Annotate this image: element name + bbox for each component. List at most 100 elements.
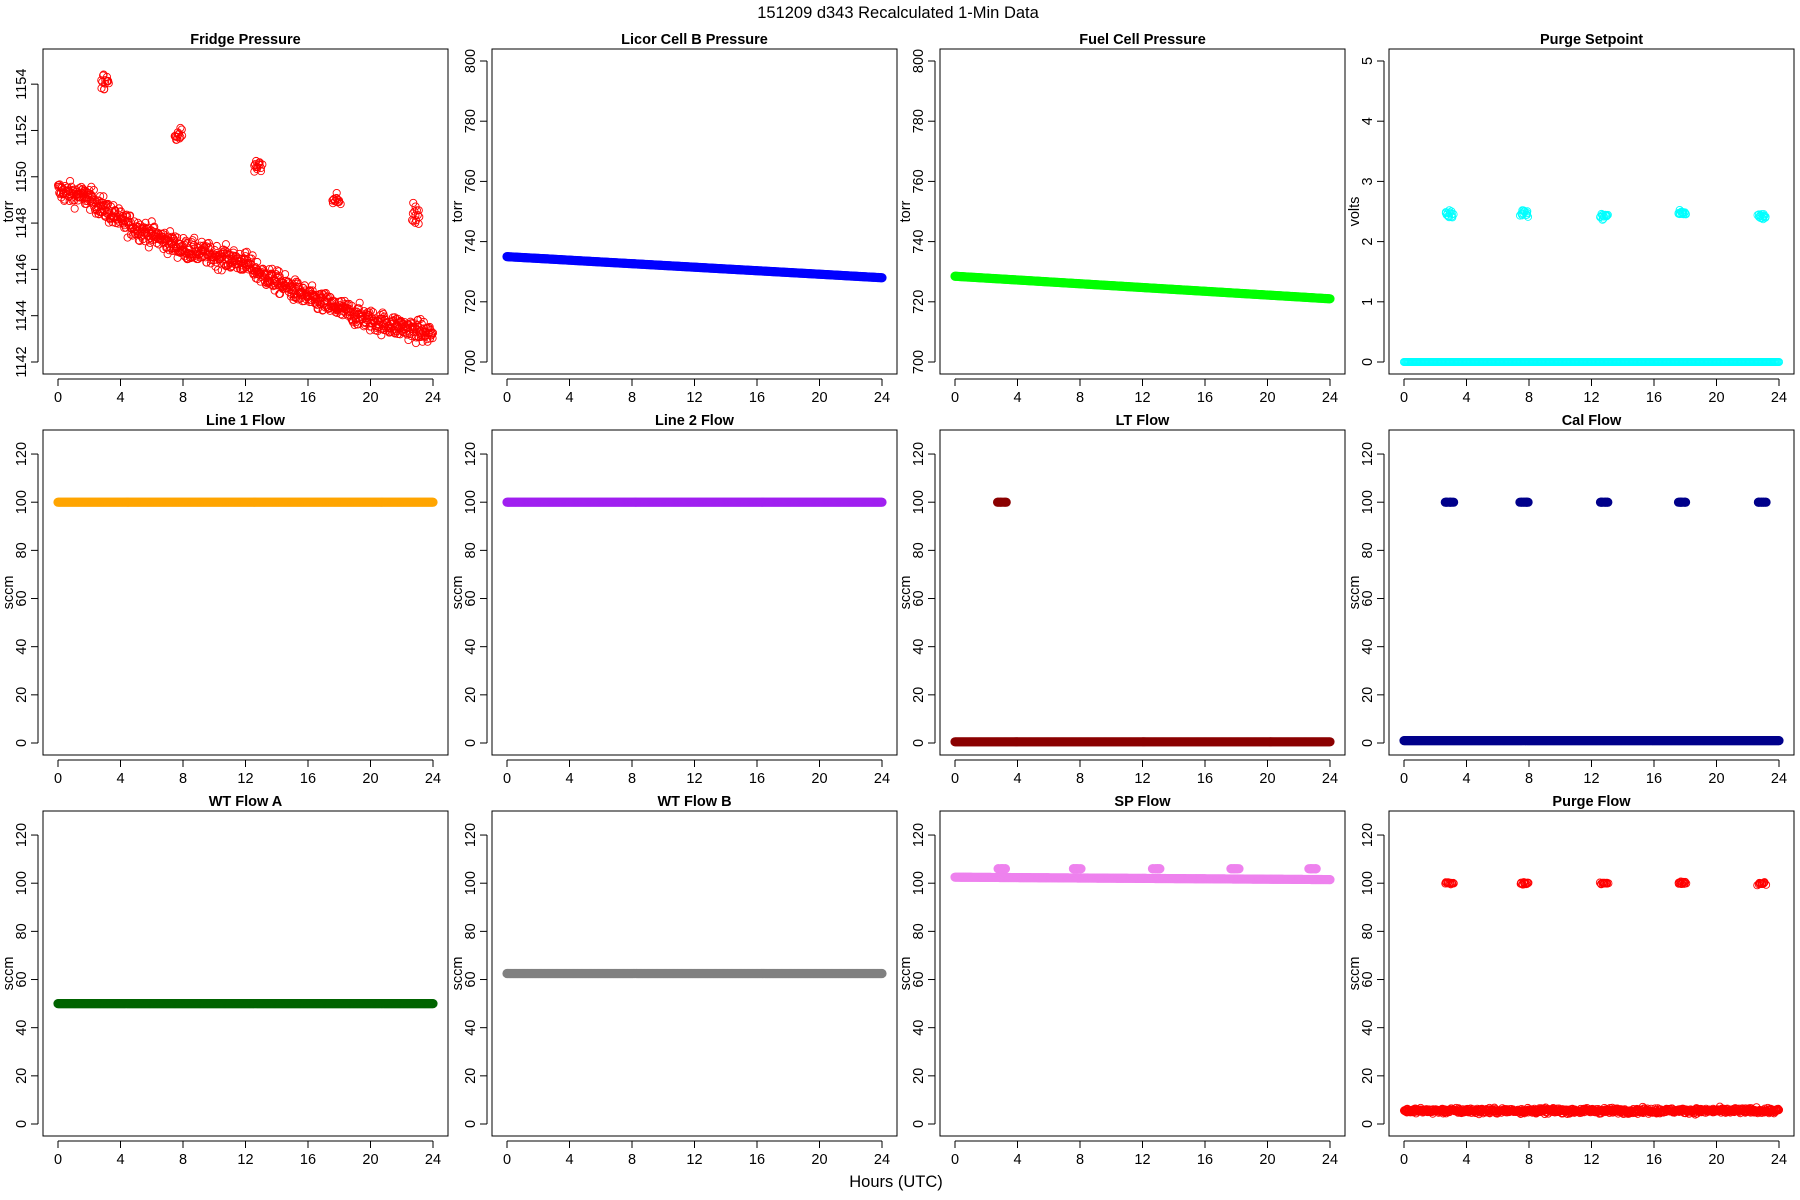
x-tick-label: 16 [749, 1152, 765, 1168]
y-tick-label: 1148 [14, 207, 30, 238]
x-tick-label: 16 [1197, 771, 1213, 787]
y-tick-label: 100 [911, 490, 927, 514]
data-point [126, 211, 135, 220]
data-points-line-2-flow [502, 497, 887, 507]
y-tick-label: 1146 [14, 254, 30, 285]
x-tick-label: 12 [686, 390, 702, 406]
y-tick-label: 0 [1360, 739, 1376, 747]
data-point [428, 497, 438, 507]
x-tick-label: 20 [811, 771, 827, 787]
x-tick-label: 24 [1771, 390, 1787, 406]
x-tick-label: 12 [1583, 390, 1599, 406]
y-tick-label: 760 [911, 169, 927, 193]
x-tick-label: 20 [362, 1152, 378, 1168]
y-tick-label: 720 [463, 290, 479, 314]
y-axis-label: sccm [1, 957, 17, 991]
x-tick-label: 20 [1708, 771, 1724, 787]
x-tick-label: 12 [237, 771, 253, 787]
y-axis-label: sccm [450, 576, 466, 610]
y-tick-label: 700 [911, 350, 927, 374]
y-tick-label: 740 [463, 229, 479, 253]
x-tick-label: 0 [503, 1152, 511, 1168]
x-tick-label: 0 [1400, 771, 1408, 787]
y-tick-label: 740 [911, 229, 927, 253]
y-tick-label: 20 [463, 1068, 479, 1084]
y-tick-label: 780 [463, 109, 479, 133]
spike-point [176, 123, 185, 132]
y-tick-label: 0 [463, 1120, 479, 1128]
data-point [188, 236, 197, 245]
data-point [418, 337, 427, 346]
data-point [196, 241, 205, 250]
x-tick-label: 8 [179, 771, 187, 787]
panel-title: LT Flow [1116, 413, 1170, 429]
y-tick-label: 20 [463, 687, 479, 703]
spike-point [255, 158, 264, 167]
data-points-licor-cell-b-pressure [502, 252, 887, 283]
panel-title: WT Flow A [209, 794, 283, 810]
y-tick-label: 3 [1360, 177, 1376, 185]
spike-point [1001, 497, 1011, 507]
y-tick-label: 760 [463, 169, 479, 193]
x-tick-label: 20 [1259, 390, 1275, 406]
spike-point [102, 72, 112, 81]
panel-title: Fridge Pressure [190, 32, 300, 48]
y-tick-label: 20 [1360, 687, 1376, 703]
data-point [70, 204, 79, 213]
data-point [190, 233, 199, 242]
data-point [253, 257, 262, 267]
x-tick-label: 12 [1134, 390, 1150, 406]
spike-point [1449, 497, 1459, 507]
data-point [364, 310, 373, 319]
y-tick-label: 1152 [14, 115, 30, 146]
panel-title: Licor Cell B Pressure [621, 32, 768, 48]
y-tick-label: 5 [1360, 57, 1376, 65]
data-point [158, 230, 168, 239]
spike-point [1523, 497, 1533, 507]
spike-point [1603, 497, 1613, 507]
y-tick-label: 40 [911, 639, 927, 655]
x-tick-label: 16 [300, 1152, 316, 1168]
plot-frame [1388, 429, 1795, 756]
data-point [193, 255, 203, 264]
data-point [212, 241, 221, 251]
data-point [168, 234, 178, 243]
x-tick-label: 24 [425, 390, 441, 406]
data-point [179, 233, 188, 243]
y-tick-label: 720 [911, 290, 927, 314]
x-tick-label: 20 [1259, 771, 1275, 787]
x-tick-label: 24 [1322, 771, 1338, 787]
data-point [66, 176, 75, 186]
data-point [877, 273, 887, 283]
y-tick-label: 100 [14, 490, 30, 514]
y-tick-label: 40 [14, 1020, 30, 1036]
y-tick-label: 20 [14, 1068, 30, 1084]
y-tick-label: 2 [1360, 238, 1376, 246]
data-point [208, 250, 217, 259]
panel-title: Line 1 Flow [206, 413, 286, 429]
y-tick-label: 80 [14, 542, 30, 558]
x-tick-label: 4 [1462, 390, 1470, 406]
x-tick-label: 8 [179, 1152, 187, 1168]
x-tick-label: 4 [116, 1152, 124, 1168]
data-point [235, 256, 244, 265]
x-tick-label: 16 [749, 771, 765, 787]
y-tick-label: 800 [463, 49, 479, 73]
y-tick-label: 0 [1360, 358, 1376, 366]
x-tick-label: 12 [237, 1152, 253, 1168]
spike-point [332, 188, 341, 198]
x-tick-label: 20 [811, 390, 827, 406]
y-tick-label: 780 [911, 109, 927, 133]
x-tick-label: 24 [425, 1152, 441, 1168]
data-point [181, 236, 190, 245]
panel-title: Fuel Cell Pressure [1079, 32, 1206, 48]
data-point [877, 497, 887, 507]
x-tick-label: 16 [1646, 771, 1662, 787]
data-points-purge-setpoint [1399, 205, 1784, 367]
y-tick-label: 100 [1360, 490, 1376, 514]
plot-frame [939, 48, 1346, 375]
